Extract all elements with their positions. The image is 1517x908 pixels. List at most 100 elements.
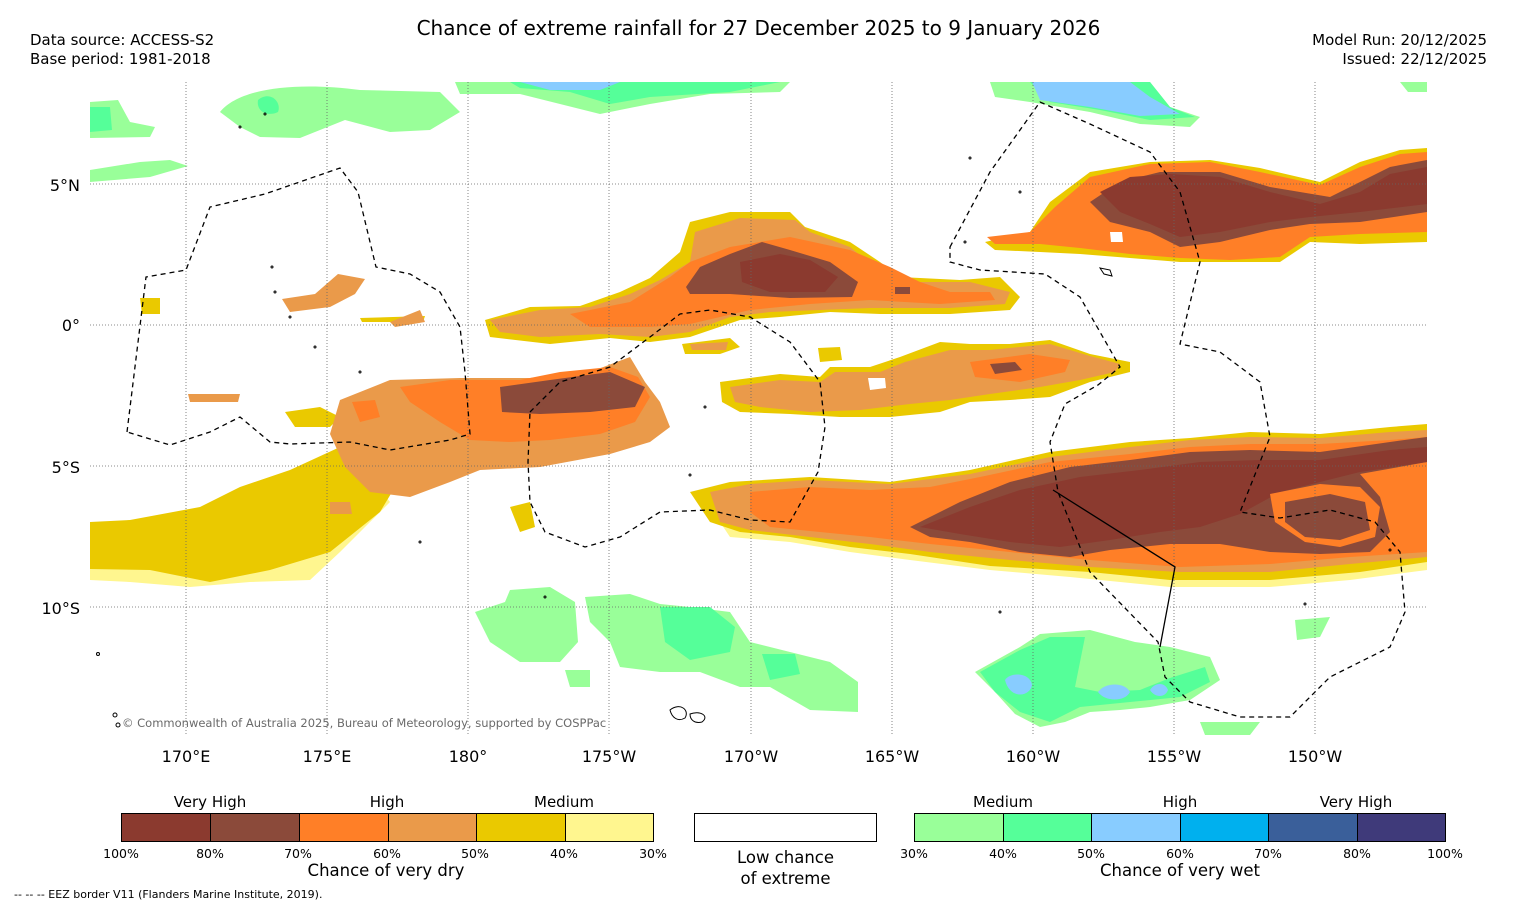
data-info: Data source: ACCESS-S2 Base period: 1981… xyxy=(30,31,214,69)
legend-wet-tick: 100% xyxy=(1427,846,1463,861)
run-info: Model Run: 20/12/2025 Issued: 22/12/2025 xyxy=(1312,31,1487,69)
dry-region xyxy=(990,362,1022,374)
lon-label-170w: 170°W xyxy=(723,747,779,766)
legend-dry-swatch xyxy=(121,813,211,842)
lon-label-175w: 175°W xyxy=(581,747,637,766)
lat-label-5n: 5°N xyxy=(49,176,80,195)
legend-dry-medium: Medium xyxy=(534,793,594,811)
dry-regions xyxy=(90,148,1427,587)
legend-wet-high: High xyxy=(1162,793,1198,811)
wet-region xyxy=(90,160,188,182)
wet-region xyxy=(1032,82,1180,116)
legend-wet-tick: 30% xyxy=(900,846,928,861)
legend-wet-swatch xyxy=(1180,813,1269,842)
wet-regions xyxy=(90,82,1427,735)
wet-region xyxy=(1200,722,1260,735)
lon-label-175e: 175°E xyxy=(302,747,352,766)
legend-wet-swatch xyxy=(1268,813,1358,842)
legend-wet-tick: 50% xyxy=(1077,846,1105,861)
legend-wet-very-high: Very High xyxy=(1319,793,1393,811)
islands xyxy=(96,112,1392,728)
dry-region xyxy=(498,312,560,337)
lon-label-165w: 165°W xyxy=(864,747,920,766)
wet-region xyxy=(1005,674,1032,695)
data-source: Data source: ACCESS-S2 xyxy=(30,31,215,49)
lon-label-170e: 170°E xyxy=(161,747,211,766)
dry-region xyxy=(510,502,535,532)
legend-dry-tick: 30% xyxy=(639,846,667,861)
legend-wet-tick: 40% xyxy=(989,846,1017,861)
legend-low-chance-swatch xyxy=(694,813,877,842)
legend-dry-swatch xyxy=(388,813,477,842)
dry-region xyxy=(868,378,886,390)
wet-region xyxy=(1098,684,1130,700)
legend-dry-tick: 80% xyxy=(196,846,224,861)
wet-region xyxy=(520,82,620,90)
wet-region xyxy=(220,86,460,138)
lat-label-5s: 5°S xyxy=(51,458,80,477)
dry-region xyxy=(140,298,160,314)
eez-borders xyxy=(126,101,1406,718)
dry-region xyxy=(390,310,425,327)
legend-dry-tick: 60% xyxy=(373,846,401,861)
dry-region xyxy=(1110,232,1123,242)
legend-dry-swatch xyxy=(476,813,566,842)
map-title: Chance of extreme rainfall for 27 Decemb… xyxy=(416,16,1101,40)
legend-wet-swatch xyxy=(1357,813,1446,842)
wet-region xyxy=(1295,617,1330,640)
legend-dry-tick: 50% xyxy=(461,846,489,861)
legend-dry-swatch xyxy=(299,813,389,842)
base-period: Base period: 1981-2018 xyxy=(30,50,211,68)
wet-region xyxy=(90,107,112,132)
wet-region xyxy=(565,670,590,687)
legend-wet-tick: 60% xyxy=(1166,846,1194,861)
wet-region xyxy=(257,96,279,114)
legend-wet-swatch xyxy=(1091,813,1181,842)
legend-wet-tick: 80% xyxy=(1343,846,1371,861)
dry-region xyxy=(330,502,352,514)
dry-region xyxy=(1285,494,1370,540)
lat-label-10s: 10°S xyxy=(41,599,80,618)
legend-dry-tick: 40% xyxy=(550,846,578,861)
dry-region xyxy=(920,447,1427,547)
legend-dry-swatch xyxy=(210,813,300,842)
legend-dry-very-high: Very High xyxy=(173,793,247,811)
dry-region xyxy=(188,394,240,402)
legend-wet-tick: 70% xyxy=(1254,846,1282,861)
wet-region xyxy=(762,654,800,680)
lon-label-180: 180° xyxy=(448,747,488,766)
dry-region xyxy=(285,407,340,427)
legend-dry-tick: 70% xyxy=(284,846,312,861)
legend-wet-medium: Medium xyxy=(973,793,1033,811)
legend-dry-high: High xyxy=(369,793,405,811)
wet-region xyxy=(1150,684,1168,696)
dry-region xyxy=(352,400,380,422)
wet-region xyxy=(980,637,1210,722)
issued-date: Issued: 22/12/2025 xyxy=(1342,50,1487,68)
wet-region xyxy=(1400,82,1427,92)
legend-wet-caption: Chance of very wet xyxy=(1100,861,1260,880)
legend-wet-swatch xyxy=(1003,813,1092,842)
legend-wet-swatch xyxy=(914,813,1004,842)
rainfall-map xyxy=(90,82,1427,735)
lon-label-155w: 155°W xyxy=(1146,747,1202,766)
dry-region xyxy=(282,274,365,312)
lon-label-150w: 150°W xyxy=(1287,747,1343,766)
legend-low-chance-caption: Low chance of extreme xyxy=(694,847,877,889)
dry-region xyxy=(1100,167,1427,237)
lon-label-160w: 160°W xyxy=(1005,747,1061,766)
eez-solid-border xyxy=(1052,489,1176,648)
dry-region xyxy=(818,347,842,362)
legend-low-chance-line1: Low chance xyxy=(736,848,835,867)
lat-label-0: 0° xyxy=(61,316,80,335)
map-gridlines xyxy=(90,82,1427,735)
dry-region xyxy=(740,254,838,292)
model-run: Model Run: 20/12/2025 xyxy=(1312,31,1487,49)
dry-region xyxy=(895,287,910,294)
eez-border-note: -- -- -- EEZ border V11 (Flanders Marine… xyxy=(14,888,323,901)
wet-region xyxy=(660,607,735,660)
wet-region xyxy=(475,587,578,662)
legend-dry-caption: Chance of very dry xyxy=(307,861,465,880)
dry-region xyxy=(690,342,728,350)
legend-dry-swatch xyxy=(565,813,654,842)
